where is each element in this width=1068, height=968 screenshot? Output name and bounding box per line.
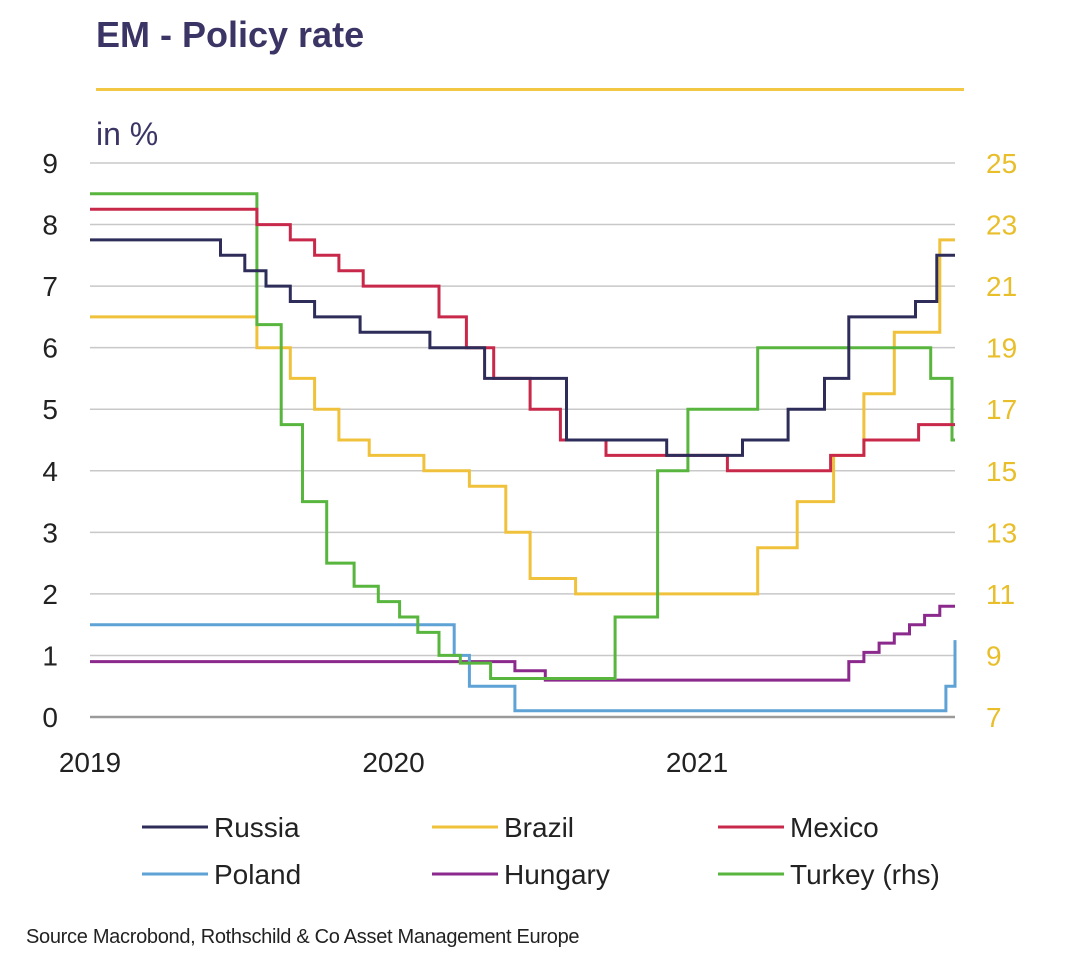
series-line-poland (90, 623, 957, 713)
y-left-tick-label: 1 (42, 640, 58, 671)
x-tick-label: 2020 (362, 747, 424, 778)
series-line-russia (90, 238, 955, 457)
y-left-tick-label: 9 (42, 148, 58, 179)
y-right-tick-label: 15 (986, 456, 1017, 487)
y-left-tick-label: 2 (42, 579, 58, 610)
series-line-brazil (90, 238, 955, 596)
y-right-tick-label: 19 (986, 333, 1017, 364)
chart-title: EM - Policy rate (96, 14, 365, 55)
y-left-tick-label: 6 (42, 333, 58, 364)
series-line-hungary (90, 604, 955, 682)
y-right-tick-label: 17 (986, 394, 1017, 425)
y-right-tick-label: 13 (986, 517, 1017, 548)
y-right-tick-label: 25 (986, 148, 1017, 179)
y-left-tick-label: 4 (42, 456, 58, 487)
source-note: Source Macrobond, Rothschild & Co Asset … (26, 926, 580, 948)
y-left-tick-label: 5 (42, 394, 58, 425)
legend-label-turkey-rhs: Turkey (rhs) (790, 859, 940, 890)
x-tick-label: 2019 (59, 747, 121, 778)
legend-label-mexico: Mexico (790, 812, 879, 843)
legend-label-poland: Poland (214, 859, 301, 890)
y-left-tick-label: 3 (42, 517, 58, 548)
y-right-tick-label: 23 (986, 210, 1017, 241)
y-right-tick-label: 7 (986, 702, 1002, 733)
series-line-turkey-rhs (90, 192, 955, 680)
title-underline (96, 88, 964, 91)
legend-label-hungary: Hungary (504, 859, 610, 890)
legend-label-russia: Russia (214, 812, 300, 843)
y-right-tick-label: 9 (986, 640, 1002, 671)
y-right-tick-label: 21 (986, 271, 1017, 302)
series-line-mexico (90, 207, 955, 473)
y-left-tick-label: 8 (42, 210, 58, 241)
y-left-tick-label: 0 (42, 702, 58, 733)
x-tick-label: 2021 (666, 747, 728, 778)
y-right-tick-label: 11 (986, 579, 1015, 610)
y-axis-unit-label: in % (96, 116, 159, 152)
legend-label-brazil: Brazil (504, 812, 574, 843)
y-left-tick-label: 7 (42, 271, 58, 302)
